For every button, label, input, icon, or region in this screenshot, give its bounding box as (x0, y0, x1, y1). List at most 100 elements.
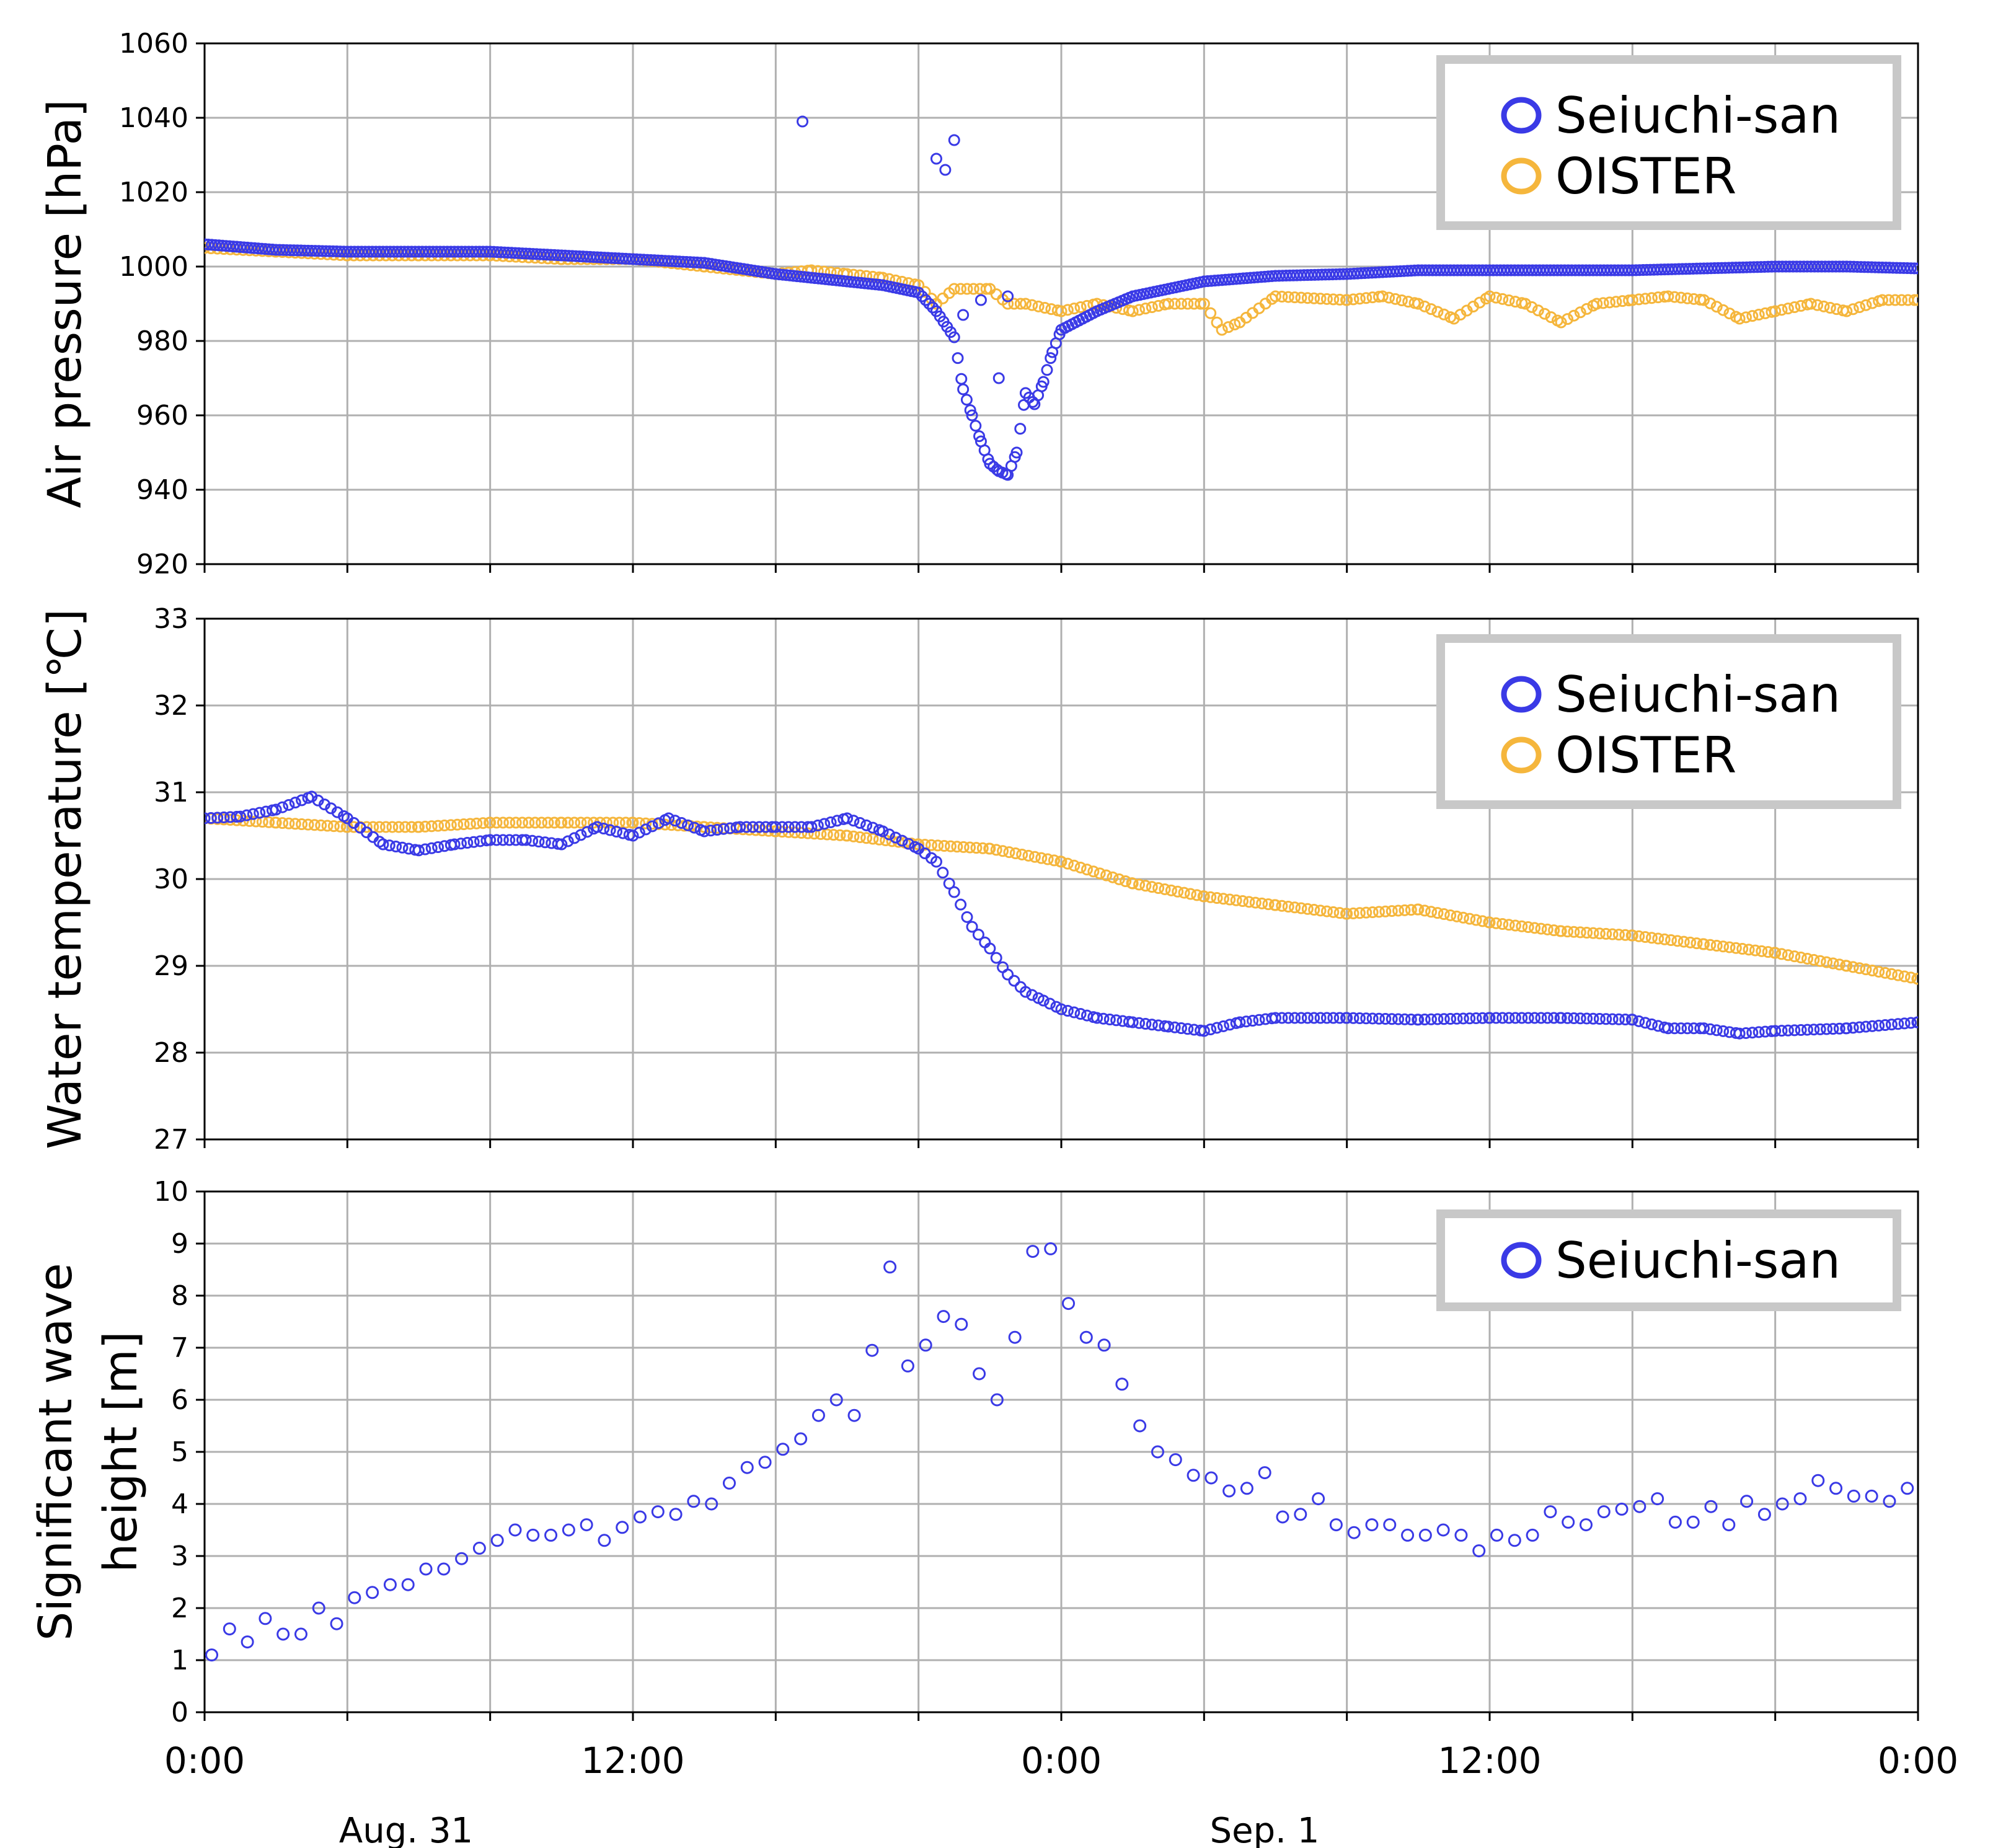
point-oister (1055, 305, 1067, 317)
point-oister (1866, 965, 1878, 977)
point-oister (627, 816, 639, 829)
point-seiuchi-san (211, 811, 224, 824)
point-seiuchi-san (1476, 1012, 1488, 1024)
point-oister (1698, 938, 1710, 950)
point-seiuchi-san (1026, 989, 1038, 1001)
point-seiuchi-san (970, 420, 982, 432)
point-oister (1333, 907, 1346, 919)
point-oister (1295, 291, 1307, 304)
legend-label: Seiuchi-san (1555, 87, 1841, 144)
point-oister (1347, 293, 1359, 306)
point-seiuchi-san (604, 824, 616, 836)
point-seiuchi-san (1198, 1025, 1210, 1037)
point-oister (1032, 300, 1045, 312)
point-seiuchi-san (1710, 1024, 1723, 1037)
point-oister (1698, 294, 1710, 306)
point-oister (1418, 904, 1431, 917)
point-seiuchi-san (669, 815, 681, 827)
point-seiuchi-san (776, 1443, 790, 1456)
point-seiuchi-san (1639, 1017, 1651, 1029)
point-oister (1341, 908, 1353, 920)
point-seiuchi-san (1898, 1017, 1911, 1030)
point-seiuchi-san (241, 809, 253, 821)
point-oister (1739, 311, 1752, 324)
point-seiuchi-san (948, 886, 960, 898)
point-oister (1386, 905, 1398, 917)
point-seiuchi-san (1496, 1012, 1509, 1024)
point-oister (1139, 303, 1152, 315)
point-oister (1014, 298, 1027, 310)
panel-2: 27 28 29 30 31 32 33 Water temperature [℃] Seiuc… (38, 603, 1919, 1156)
point-seiuchi-san (1873, 1019, 1885, 1032)
point-seiuchi-san (1645, 1018, 1658, 1030)
point-seiuchi-san (454, 838, 467, 850)
point-seiuchi-san (955, 898, 967, 911)
point-seiuchi-san (948, 134, 960, 146)
point-seiuchi-san (1908, 262, 1918, 275)
point-oister (1581, 927, 1593, 939)
point-seiuchi-san (1541, 1012, 1554, 1024)
point-seiuchi-san (519, 834, 532, 846)
point-seiuchi-san (1885, 1019, 1898, 1031)
point-oister (1633, 293, 1645, 306)
point-oister (1399, 904, 1411, 916)
x-tick-label: 12:00 (1438, 1740, 1541, 1782)
point-seiuchi-san (927, 301, 939, 314)
y-axis-label: Water temperature [℃] (38, 609, 92, 1149)
point-oister (444, 819, 457, 831)
point-seiuchi-san (419, 843, 431, 855)
point-oister (360, 821, 373, 833)
point-seiuchi-san (218, 811, 230, 823)
point-oister (619, 816, 632, 829)
point-oister (1645, 292, 1658, 304)
point-oister (1146, 881, 1158, 893)
point-seiuchi-san (1633, 1015, 1645, 1027)
point-oister (1587, 927, 1599, 939)
point-seiuchi-san (1544, 1505, 1557, 1519)
point-seiuchi-san (508, 1523, 522, 1537)
point-seiuchi-san (960, 394, 973, 406)
point-oister (1308, 904, 1320, 916)
point-oister (1438, 908, 1450, 921)
point-seiuchi-san (330, 1617, 343, 1630)
point-oister (1746, 310, 1759, 322)
point-seiuchi-san (432, 841, 444, 854)
point-oister (1574, 306, 1586, 319)
date-label: Sep. 1 (1210, 1811, 1320, 1848)
point-seiuchi-san (957, 309, 970, 321)
point-oister (1788, 950, 1801, 963)
point-seiuchi-san (276, 1627, 290, 1641)
point-seiuchi-san (903, 838, 915, 850)
point-seiuchi-san (296, 794, 308, 807)
y-tick-label: 960 (136, 400, 188, 431)
point-oister (1860, 963, 1872, 976)
point-oister (1438, 308, 1450, 321)
point-oister (1752, 309, 1765, 321)
point-seiuchi-san (1811, 1474, 1825, 1487)
point-oister (1756, 945, 1768, 957)
point-seiuchi-san (1386, 1013, 1398, 1025)
point-oister (860, 832, 873, 844)
point-seiuchi-san (1686, 1515, 1700, 1529)
point-oister (1094, 867, 1106, 880)
point-oister (490, 816, 503, 829)
point-seiuchi-san (1854, 1021, 1866, 1033)
point-seiuchi-san (1833, 1022, 1845, 1035)
point-seiuchi-san (526, 834, 539, 847)
point-oister (438, 819, 451, 831)
y-tick-label: 27 (154, 1124, 188, 1156)
point-seiuchi-san (883, 1260, 897, 1274)
point-seiuchi-san (847, 1408, 861, 1422)
point-oister (990, 844, 1002, 856)
point-oister (1652, 932, 1664, 945)
point-oister (1591, 298, 1603, 310)
point-seiuchi-san (972, 929, 984, 941)
point-seiuchi-san (1739, 1027, 1752, 1039)
point-seiuchi-san (544, 1528, 558, 1542)
point-oister (419, 820, 431, 833)
point-seiuchi-san (1240, 1482, 1253, 1495)
point-oister (1198, 890, 1210, 903)
point-oister (1808, 953, 1820, 966)
point-oister (1074, 301, 1087, 314)
